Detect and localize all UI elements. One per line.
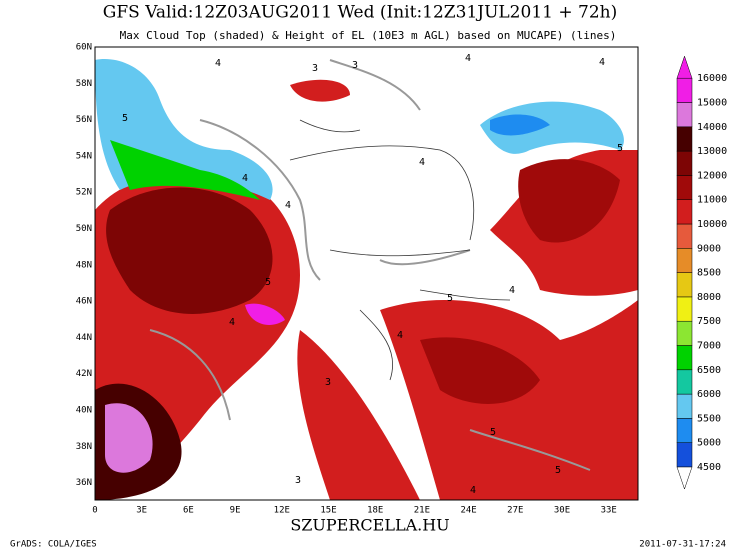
lat-label: 48N [76, 260, 92, 270]
contour-label: 4 [215, 58, 221, 69]
lon-label: 15E [320, 506, 336, 516]
contour-label: 4 [229, 317, 235, 328]
colorbar-label: 6000 [697, 389, 721, 400]
contour-label: 3 [352, 60, 358, 71]
footer-left: GrADS: COLA/IGES [10, 540, 97, 549]
colorbar-label: 9000 [697, 243, 721, 254]
colorbar-label: 16000 [697, 73, 727, 84]
contour-label: 4 [419, 157, 425, 168]
lat-label: 44N [76, 333, 92, 343]
lat-label: 36N [76, 478, 92, 488]
colorbar-box [676, 126, 693, 152]
lon-label: 12E [274, 506, 290, 516]
lat-label: 50N [76, 224, 92, 234]
lon-label: 21E [414, 506, 430, 516]
colorbar-box [676, 223, 693, 249]
lon-label: 0 [92, 506, 97, 516]
lat-label: 54N [76, 151, 92, 161]
colorbar-box [676, 248, 693, 273]
contour-label: 5 [265, 277, 271, 288]
contour-label: 3 [312, 63, 318, 74]
colorbar-top [676, 55, 693, 79]
lon-label: 6E [183, 506, 194, 516]
colorbar-label: 10000 [697, 219, 727, 230]
contour-label: 4 [397, 330, 403, 341]
colorbar-box [676, 77, 693, 103]
colorbar-box [676, 418, 693, 443]
lon-label: 3E [136, 506, 147, 516]
colorbar-box [676, 272, 693, 298]
colorbar-box [676, 393, 693, 419]
lat-label: 60N [76, 43, 92, 53]
contour-label: 4 [242, 173, 248, 184]
lat-label: 42N [76, 369, 92, 379]
map-field [95, 47, 638, 500]
colorbar-label: 12000 [697, 170, 727, 181]
subtitle: Max Cloud Top (shaded) & Height of EL (1… [120, 29, 617, 42]
colorbar-label: 8500 [697, 268, 721, 279]
footer-center: SZUPERCELLA.HU [290, 516, 449, 535]
contour-label: 5 [555, 465, 561, 476]
contour-label: 4 [465, 53, 471, 64]
contour-label: 4 [509, 285, 515, 296]
lon-label: 27E [507, 506, 523, 516]
colorbar-label: 4500 [697, 462, 721, 473]
colorbar-box [676, 175, 693, 200]
colorbar-box [676, 150, 693, 176]
contour-label: 5 [490, 427, 496, 438]
contour-label: 5 [447, 293, 453, 304]
lon-label: 30E [554, 506, 570, 516]
colorbar-box [676, 369, 693, 395]
colorbar-label: 5500 [697, 413, 721, 424]
colorbar-box [676, 102, 693, 128]
colorbar-label: 11000 [697, 195, 727, 206]
colorbar-label: 14000 [697, 122, 727, 133]
colorbar-label: 7000 [697, 341, 721, 352]
colorbar-label: 13000 [697, 146, 727, 157]
lon-label: 24E [460, 506, 476, 516]
contour-label: 3 [325, 377, 331, 388]
contour-label: 4 [285, 200, 291, 211]
contour-label: 5 [122, 113, 128, 124]
lat-label: 46N [76, 297, 92, 307]
colorbar-label: 8000 [697, 292, 721, 303]
colorbar-bottom [676, 466, 693, 490]
colorbar-box [676, 442, 693, 468]
contour-label: 4 [470, 485, 476, 496]
title: GFS Valid:12Z03AUG2011 Wed (Init:12Z31JU… [103, 3, 617, 23]
colorbar-box [676, 199, 693, 225]
lon-label: 18E [367, 506, 383, 516]
lon-label: 9E [230, 506, 241, 516]
colorbar-label: 6500 [697, 365, 721, 376]
lat-label: 58N [76, 79, 92, 89]
lat-label: 38N [76, 442, 92, 452]
contour-label: 4 [599, 57, 605, 68]
colorbar-label: 7500 [697, 316, 721, 327]
footer-right: 2011-07-31-17:24 [639, 540, 726, 549]
contour-label: 3 [295, 475, 301, 486]
colorbar-box [676, 345, 693, 371]
lat-label: 52N [76, 188, 92, 198]
lat-label: 40N [76, 406, 92, 416]
lon-label: 33E [601, 506, 617, 516]
colorbar-label: 15000 [697, 98, 727, 109]
contour-label: 5 [617, 143, 623, 154]
colorbar-box [676, 296, 693, 322]
colorbar-label: 5000 [697, 438, 721, 449]
map-frame [94, 46, 639, 501]
lat-label: 56N [76, 115, 92, 125]
colorbar-box [676, 320, 693, 346]
